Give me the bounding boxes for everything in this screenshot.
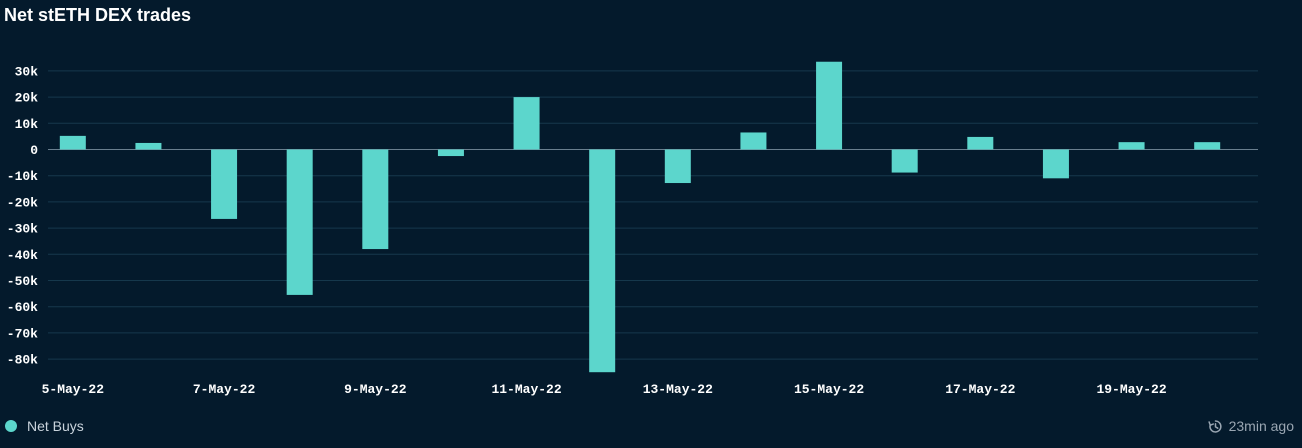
- x-tick-label: 9-May-22: [344, 382, 407, 397]
- bar[interactable]: [589, 149, 616, 373]
- bar[interactable]: [513, 97, 540, 150]
- x-tick-label: 7-May-22: [193, 382, 256, 397]
- bar[interactable]: [816, 61, 843, 150]
- bar[interactable]: [211, 149, 238, 219]
- x-tick-label: 5-May-22: [42, 382, 105, 397]
- bar[interactable]: [437, 149, 464, 157]
- y-tick-label: -30k: [7, 222, 38, 237]
- last-updated-label: 23min ago: [1228, 418, 1294, 434]
- x-tick-label: 17-May-22: [945, 382, 1015, 397]
- bar[interactable]: [891, 149, 918, 173]
- bar[interactable]: [286, 149, 313, 295]
- x-tick-label: 13-May-22: [643, 382, 713, 397]
- bar-chart: 30k 20k 10k 0 -10k -20k -30k -40k -50k -60k -70k -8…: [7, 61, 1258, 397]
- y-tick-label: -10k: [7, 169, 38, 184]
- legend[interactable]: Net Buys: [5, 418, 84, 434]
- y-tick-label: -40k: [7, 248, 38, 263]
- bar[interactable]: [1194, 142, 1221, 150]
- y-tick-label: 20k: [15, 91, 39, 106]
- bar[interactable]: [1042, 149, 1069, 179]
- y-tick-label: -50k: [7, 274, 38, 289]
- bar[interactable]: [362, 149, 389, 250]
- bar[interactable]: [1118, 142, 1145, 150]
- legend-swatch-icon: [5, 420, 17, 432]
- y-axis-ticks: 30k 20k 10k 0 -10k -20k -30k -40k -50k -60k -70k -8…: [7, 64, 38, 367]
- x-tick-label: 15-May-22: [794, 382, 864, 397]
- y-tick-label: -70k: [7, 326, 38, 341]
- bar[interactable]: [967, 136, 994, 150]
- bars: [59, 61, 1221, 373]
- chart-title: Net stETH DEX trades: [4, 5, 192, 25]
- bar[interactable]: [59, 135, 86, 150]
- x-tick-label: 19-May-22: [1096, 382, 1166, 397]
- clock-refresh-icon: [1207, 419, 1222, 433]
- legend-label: Net Buys: [27, 418, 84, 434]
- x-axis-ticks: 5-May-22 7-May-22 9-May-22 11-May-22 13-May-…: [42, 382, 1167, 397]
- y-tick-label: -80k: [7, 353, 38, 368]
- bar[interactable]: [664, 149, 691, 184]
- x-tick-label: 11-May-22: [491, 382, 561, 397]
- y-tick-label: -60k: [7, 300, 38, 315]
- y-tick-label: 10k: [15, 117, 39, 132]
- bar[interactable]: [740, 132, 767, 150]
- y-tick-label: 30k: [15, 64, 39, 79]
- y-tick-label: 0: [30, 143, 38, 158]
- y-tick-label: -20k: [7, 195, 38, 210]
- last-updated: 23min ago: [1207, 418, 1294, 434]
- bar[interactable]: [135, 142, 162, 150]
